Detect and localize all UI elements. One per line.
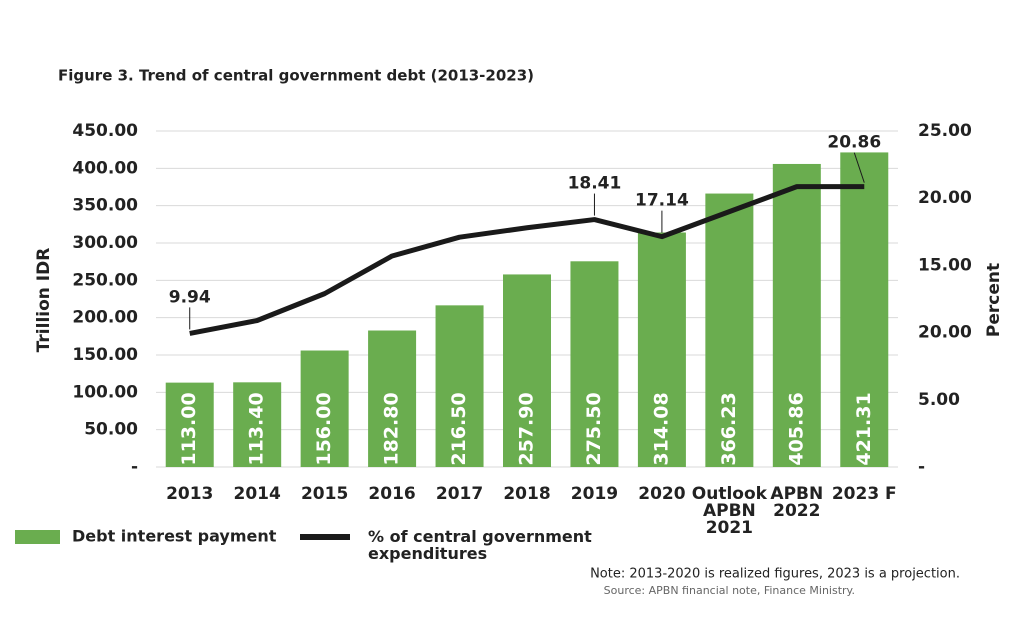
x-tick-label: APBN 2022 [770,484,823,521]
chart-title: Figure 3. Trend of central government de… [58,67,534,85]
y2-tick-label: 20.00 [918,323,972,343]
y-tick-label: 100.00 [72,382,138,402]
y-tick-label: 450.00 [72,121,138,141]
y-tick-label: 350.00 [72,196,138,216]
legend-label: Debt interest payment [72,527,277,546]
y2-tick-label: 25.00 [918,121,972,141]
y2-tick-label: 5.00 [918,390,960,410]
y-tick-label: 150.00 [72,345,138,365]
y-tick-label: 50.00 [84,420,138,440]
bar-value-label: 275.50 [583,392,605,465]
bar [637,232,686,467]
line-value-label: 17.14 [635,191,689,211]
x-tick-label: 2020 [638,484,685,504]
x-tick-label: 2019 [571,484,618,504]
x-tick-label: 2014 [234,484,281,504]
bar-value-label: 405.86 [785,392,807,465]
bar [300,350,349,467]
y-tick-label: 400.00 [72,158,138,178]
y-tick-label: - [131,457,138,477]
line-value-label: 9.94 [169,287,211,307]
bar [435,305,484,467]
bar [503,274,551,467]
bar-value-label: 421.31 [853,392,875,465]
x-tick-label: Outlook APBN 2021 [692,484,768,538]
bar-value-label: 257.90 [516,392,538,465]
line-value-label: 18.41 [568,174,622,194]
y-tick-label: 200.00 [72,308,138,328]
bar-value-label: 314.08 [650,392,672,465]
bar-value-label: 182.80 [381,392,403,465]
x-tick-label: 2016 [368,484,415,504]
y2-tick-label: 20.00 [918,188,972,208]
bar-value-label: 366.23 [718,392,740,465]
x-tick-label: 2023 F [832,484,897,504]
bar [705,193,754,467]
bar-value-label: 113.40 [246,392,268,465]
y-axis-title: Trillion IDR [34,248,54,353]
legend-swatch [15,530,60,544]
legend-label: % of central government expenditures [368,527,592,563]
bar-value-label: 113.00 [178,392,200,465]
bar [772,163,821,467]
y2-tick-label: - [918,457,925,477]
label-leader [853,152,865,183]
x-tick-label: 2018 [503,484,550,504]
y-tick-label: 250.00 [72,270,138,290]
line [189,184,865,336]
bar [368,330,417,467]
bar [840,152,889,467]
line-value-label: 20.86 [827,133,881,153]
bar-value-label: 156.00 [313,392,335,465]
bar [165,382,214,467]
y-tick-label: 300.00 [72,233,138,253]
note: Note: 2013-2020 is realized figures, 202… [590,567,960,582]
x-tick-label: 2015 [301,484,348,504]
bar [570,261,619,467]
x-tick-label: 2013 [166,484,213,504]
y2-tick-label: 15.00 [918,255,972,275]
bar-value-label: 216.50 [448,392,470,465]
source: Source: APBN financial note, Finance Min… [604,584,855,597]
y2-axis-title: Percent [984,263,1004,337]
bar [233,382,282,467]
x-tick-label: 2017 [436,484,483,504]
